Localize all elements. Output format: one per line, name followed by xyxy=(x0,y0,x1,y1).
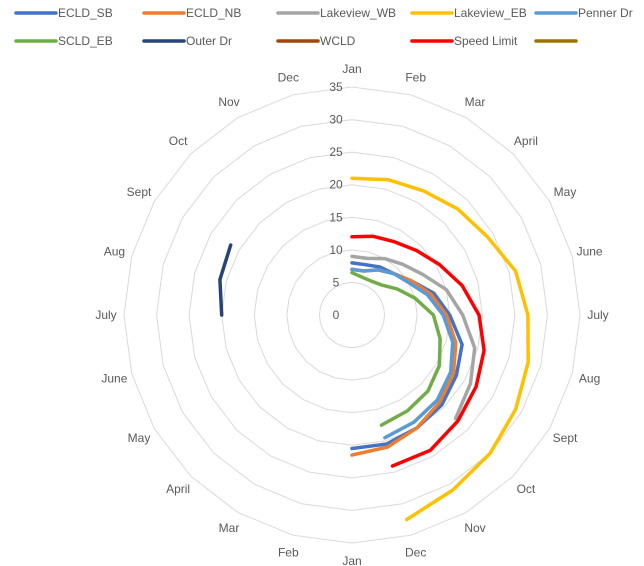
category-label: Mar xyxy=(219,521,240,535)
category-label: April xyxy=(166,482,190,496)
category-label: Jan xyxy=(342,554,361,566)
legend-label: SCLD_EB xyxy=(58,34,113,48)
legend-item: ECLD_NB xyxy=(142,6,241,20)
legend-item: Outer Dr xyxy=(142,34,232,48)
series-line xyxy=(350,270,442,427)
legend-label: Lakeview_EB xyxy=(454,6,527,20)
series-line xyxy=(350,234,486,468)
legend-item: Lakeview_EB xyxy=(410,6,527,20)
category-label: May xyxy=(554,185,577,199)
r-tick-label: 5 xyxy=(333,275,340,289)
r-tick-label: 15 xyxy=(329,210,343,224)
category-label: Aug xyxy=(579,372,600,386)
category-label: July xyxy=(95,308,116,322)
legend: ECLD_SB ECLD_NB Lakeview_WB Lakeview_EB Penn… xyxy=(14,6,633,48)
series-line xyxy=(350,267,455,440)
legend-item: ECLD_SB xyxy=(14,6,113,20)
category-label: Oct xyxy=(169,134,188,148)
category-label: Sept xyxy=(127,185,152,199)
legend-item: WCLD xyxy=(276,34,356,48)
legend-label: WCLD xyxy=(320,34,356,48)
radial-axis-ticks: 0 5 10 15 20 25 30 35 xyxy=(329,80,343,322)
grid-ring xyxy=(188,151,516,479)
grid-ring xyxy=(318,281,386,349)
r-tick-label: 20 xyxy=(329,178,343,192)
legend-label: Outer Dr xyxy=(186,34,232,48)
category-label: Dec xyxy=(405,546,426,560)
category-label: May xyxy=(128,431,151,445)
category-label: Nov xyxy=(464,521,485,535)
r-tick-label: 10 xyxy=(329,243,343,257)
legend-item: Speed Limit xyxy=(410,34,518,48)
category-label: Feb xyxy=(278,546,299,560)
category-label: Nov xyxy=(218,95,239,109)
legend-label: ECLD_SB xyxy=(58,6,113,20)
grid-ring xyxy=(221,184,483,446)
legend-label: Speed Limit xyxy=(454,34,518,48)
category-label: Jan xyxy=(342,62,361,76)
category-label: Aug xyxy=(104,244,125,258)
category-axis-labels: Jan Feb Mar April May June July Aug Sept Oct Nov De… xyxy=(95,62,608,566)
legend-item: Penner Dr xyxy=(534,6,633,20)
r-tick-label: 30 xyxy=(329,113,343,127)
legend-label: Penner Dr xyxy=(578,6,633,20)
series-lines xyxy=(218,176,530,522)
grid-ring xyxy=(253,216,451,414)
r-tick-label: 25 xyxy=(329,145,343,159)
grid-ring xyxy=(123,86,581,544)
category-label: Mar xyxy=(465,95,486,109)
category-label: Feb xyxy=(405,70,426,84)
series-line xyxy=(350,176,530,522)
category-label: June xyxy=(577,244,603,258)
r-tick-label: 0 xyxy=(333,308,340,322)
series-line xyxy=(350,254,477,421)
grid-ring xyxy=(156,119,548,511)
legend-label: ECLD_NB xyxy=(186,6,241,20)
category-label: July xyxy=(587,308,608,322)
legend-label: Lakeview_WB xyxy=(320,6,396,20)
category-label: Dec xyxy=(278,70,299,84)
series-line xyxy=(218,243,233,317)
r-tick-label: 35 xyxy=(329,80,343,94)
legend-item: SCLD_EB xyxy=(14,34,113,48)
category-label: Oct xyxy=(517,482,536,496)
radar-grid xyxy=(123,86,581,544)
legend-item: Lakeview_WB xyxy=(276,6,396,20)
category-label: Sept xyxy=(553,431,578,445)
category-label: June xyxy=(101,372,127,386)
category-label: April xyxy=(514,134,538,148)
